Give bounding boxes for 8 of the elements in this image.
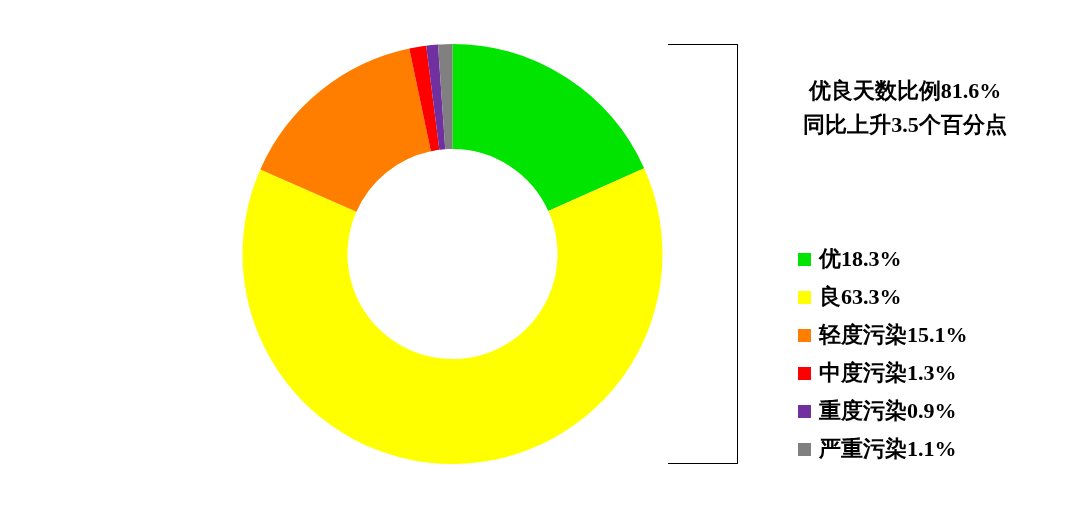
text: 优良天数比例81.6% <box>807 77 1003 105</box>
legend-label: 轻度污染15.1% <box>819 321 968 349</box>
legend-label: 重度污染0.9% <box>819 397 957 425</box>
legend-label: 良63.3% <box>819 283 902 311</box>
text: 同比上升3.5个百分点 <box>802 111 1008 139</box>
legend-label: 优18.3% <box>819 245 902 273</box>
legend-label: 严重污染1.1% <box>819 435 957 463</box>
legend-label: 中度污染1.3% <box>819 359 957 387</box>
